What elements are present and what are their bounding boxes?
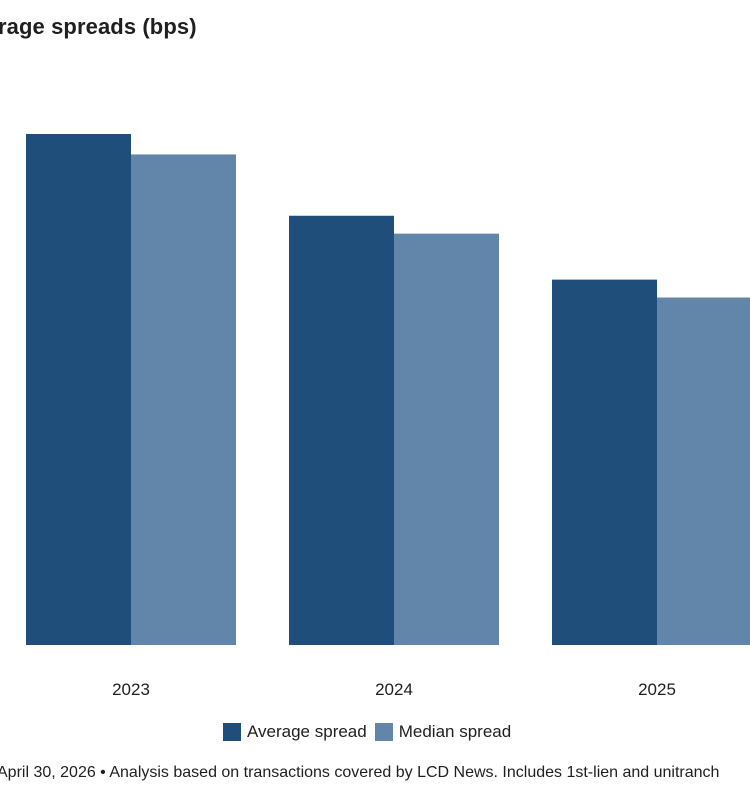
x-tick-label-2024: 2024: [375, 680, 413, 699]
x-tick-label-2025: 2025: [638, 680, 676, 699]
legend-item-average: Average spread: [223, 722, 367, 742]
bar-average-2025: [552, 279, 657, 645]
chart-title: rage spreads (bps): [0, 14, 197, 39]
chart-legend: Average spread Median spread: [223, 722, 519, 742]
legend-label-median: Median spread: [398, 722, 512, 741]
bar-median-2024: [394, 233, 499, 645]
bar-median-2025: [657, 297, 750, 645]
chart-footnote: April 30, 2026 • Analysis based on trans…: [0, 764, 720, 781]
bar-average-2023: [26, 134, 131, 645]
x-tick-label-2023: 2023: [112, 680, 150, 699]
bar-average-2024: [289, 215, 394, 645]
legend-item-median: Median spread: [374, 722, 512, 742]
legend-swatch-average: [223, 723, 241, 741]
legend-swatch-median: [374, 723, 393, 741]
bar-median-2023: [131, 154, 236, 645]
legend-label-average: Average spread: [247, 722, 367, 741]
